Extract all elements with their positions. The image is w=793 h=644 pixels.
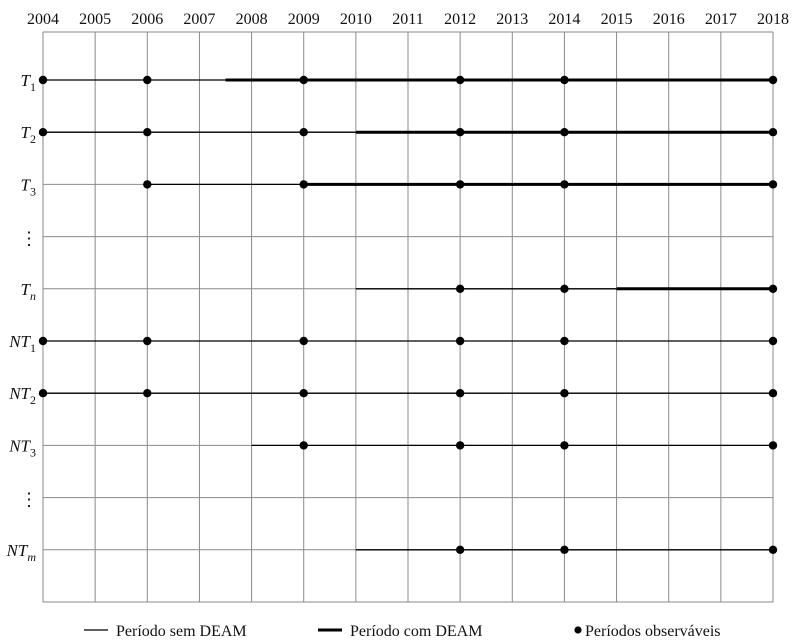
observation-dot-NT1-2012 xyxy=(455,336,465,346)
legend-dot xyxy=(574,626,582,634)
row-label-main: T xyxy=(21,123,32,142)
observation-dot-NTm-2018 xyxy=(768,545,778,554)
year-label-2007: 2007 xyxy=(183,11,215,28)
observation-dot-Tn-2012 xyxy=(455,284,465,293)
observation-dot-T1-2018 xyxy=(768,75,778,85)
row-label-subscript: n xyxy=(30,289,36,303)
legend: Período sem DEAM Período com DEAM Períod… xyxy=(84,623,721,640)
row-label-ellipsis: ⋮ xyxy=(20,490,38,510)
row-label-Tn: Tn xyxy=(21,280,36,303)
observation-dot-T3-2012 xyxy=(455,180,465,189)
row-label-NT2: NT2 xyxy=(8,384,36,407)
row-label-NT1: NT1 xyxy=(8,332,36,355)
observation-dot-NT1-2014 xyxy=(560,336,569,346)
row-label-subscript: 2 xyxy=(30,393,36,407)
row-label-main: NT xyxy=(8,436,31,455)
period-segments xyxy=(43,78,773,551)
row-label-main: T xyxy=(21,71,32,90)
row-label-subscript: 1 xyxy=(30,341,36,355)
observation-dot-NTm-2012 xyxy=(455,545,465,554)
observation-dot-NT2-2012 xyxy=(455,389,465,398)
observation-dot-T3-2014 xyxy=(560,180,569,189)
observation-dot-T3-2006 xyxy=(143,180,152,189)
row-label-main: T xyxy=(21,175,32,194)
observation-dot-T2-2009 xyxy=(299,128,308,137)
year-label-2005: 2005 xyxy=(79,11,111,28)
row-label-main: NT xyxy=(6,541,29,560)
row-label-ellipsis: ⋮ xyxy=(20,229,38,249)
row-label-NTm: NTm xyxy=(6,541,37,564)
row-label-main: NT xyxy=(8,384,31,403)
observation-dot-NT3-2014 xyxy=(560,441,569,450)
observation-dot-NT3-2009 xyxy=(299,441,308,450)
observation-dot-T1-2004 xyxy=(38,75,48,85)
year-label-2011: 2011 xyxy=(392,11,423,28)
year-label-2017: 2017 xyxy=(705,11,737,28)
observation-dot-NT1-2004 xyxy=(38,336,48,346)
observation-dot-T1-2009 xyxy=(299,75,308,85)
year-axis: 2004 2005 2006 2007 2008 2009 2010 2011 2012 2013… xyxy=(27,11,789,28)
year-label-2016: 2016 xyxy=(653,11,685,28)
observation-dot-NT2-2014 xyxy=(560,389,569,398)
observation-dot-NT2-2018 xyxy=(768,389,778,398)
year-label-2013: 2013 xyxy=(496,11,528,28)
observation-dot-NT2-2004 xyxy=(38,389,48,398)
observation-dot-T3-2009 xyxy=(299,180,308,189)
row-label-T1: T1 xyxy=(21,71,36,94)
year-label-2008: 2008 xyxy=(236,11,268,28)
observation-dot-T2-2004 xyxy=(38,128,48,137)
year-label-2018: 2018 xyxy=(757,11,789,28)
row-label-main: T xyxy=(21,280,32,299)
grid xyxy=(42,31,774,603)
observation-dot-T1-2012 xyxy=(455,75,465,85)
row-label-subscript: 1 xyxy=(30,80,36,94)
observation-dot-T1-2014 xyxy=(560,75,569,85)
row-label-T2: T2 xyxy=(21,123,36,146)
row-label-NT3: NT3 xyxy=(8,436,36,459)
year-label-2014: 2014 xyxy=(548,11,580,28)
year-label-2015: 2015 xyxy=(601,11,633,28)
observation-dot-T2-2014 xyxy=(560,128,569,137)
observation-dot-Tn-2014 xyxy=(560,284,569,293)
row-label-subscript: m xyxy=(27,550,36,564)
year-label-2006: 2006 xyxy=(131,11,163,28)
observation-dot-NT2-2006 xyxy=(143,389,152,398)
legend-dot-label: Períodos observáveis xyxy=(585,623,721,639)
observation-dot-T2-2012 xyxy=(455,128,465,137)
observation-dot-T1-2006 xyxy=(143,75,152,85)
row-label-main: NT xyxy=(8,332,31,351)
observation-dot-NT3-2012 xyxy=(455,441,465,450)
row-label-subscript: 3 xyxy=(30,184,36,198)
observation-dot-Tn-2018 xyxy=(768,284,778,293)
observation-dot-T3-2018 xyxy=(768,180,778,189)
legend-thin-label: Período sem DEAM xyxy=(116,623,247,639)
year-label-2012: 2012 xyxy=(444,11,476,28)
legend-thick-label: Período com DEAM xyxy=(350,623,482,639)
observation-dot-NT1-2006 xyxy=(143,336,152,346)
observation-dots xyxy=(38,75,778,554)
row-label-subscript: 2 xyxy=(30,132,36,146)
observation-dot-NTm-2014 xyxy=(560,545,569,554)
year-label-2004: 2004 xyxy=(27,11,59,28)
observation-dot-T2-2018 xyxy=(768,128,778,137)
observation-dot-NT3-2018 xyxy=(768,441,778,450)
row-label-T3: T3 xyxy=(21,175,36,198)
year-label-2010: 2010 xyxy=(340,11,372,28)
observation-dot-NT2-2009 xyxy=(299,389,308,398)
observation-dot-T2-2006 xyxy=(143,128,152,137)
year-label-2009: 2009 xyxy=(288,11,320,28)
observation-dot-NT1-2009 xyxy=(299,336,308,346)
observation-dot-NT1-2018 xyxy=(768,336,778,346)
row-label-subscript: 3 xyxy=(30,445,36,459)
